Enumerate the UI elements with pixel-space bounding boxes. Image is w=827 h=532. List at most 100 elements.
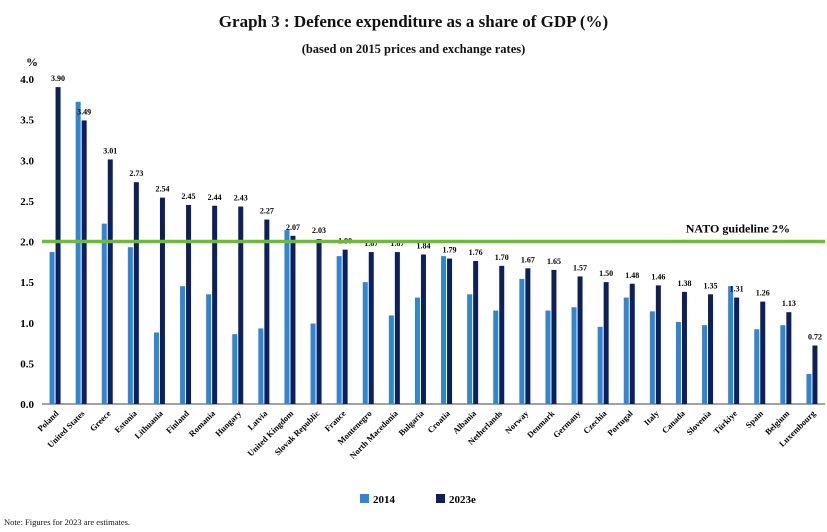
- bar-2023e: [525, 268, 531, 404]
- bar-2014: [675, 321, 681, 404]
- legend-label-2023e: 2023e: [449, 494, 476, 506]
- bar-2014: [806, 373, 812, 404]
- bar-2014: [702, 325, 708, 404]
- bar-2023e: [473, 261, 479, 404]
- x-category-label: Romania: [187, 408, 218, 439]
- bar-2014: [232, 334, 238, 404]
- data-label-2023e: 1.46: [651, 272, 665, 281]
- bar-2023e: [133, 182, 139, 404]
- bar-2014: [728, 286, 734, 404]
- bar-2014: [284, 230, 290, 404]
- x-category-label: Croatia: [425, 408, 452, 435]
- y-tick-label: 1.0: [20, 318, 34, 330]
- bar-2014: [336, 256, 342, 404]
- data-label-2023e: 1.76: [469, 248, 483, 257]
- bar-2023e: [577, 276, 583, 404]
- data-label-2023e: 3.90: [51, 74, 65, 83]
- x-category-label: Italy: [642, 408, 662, 428]
- bar-2023e: [499, 265, 505, 404]
- x-category-label: North Macedonia: [347, 408, 400, 461]
- data-label-2023e: 2.07: [286, 223, 300, 232]
- data-label-2023e: 1.48: [625, 271, 639, 280]
- x-category-label: Slovenia: [684, 408, 713, 437]
- data-label-2023e: 1.26: [756, 289, 770, 298]
- bar-2023e: [159, 197, 165, 404]
- bar-2014: [493, 310, 499, 404]
- bar-2023e: [760, 301, 766, 404]
- bar-2023e: [264, 219, 270, 404]
- y-tick-label: 0.0: [20, 399, 34, 411]
- data-label-2023e: 0.72: [808, 333, 822, 342]
- x-category-label: Spain: [743, 408, 765, 430]
- bar-2023e: [81, 120, 87, 404]
- x-category-label: Bulgaria: [396, 408, 426, 438]
- bar-2014: [258, 328, 264, 404]
- bar-2014: [519, 278, 525, 404]
- bar-2014: [467, 294, 473, 404]
- y-axis-unit-label: %: [26, 55, 38, 69]
- bar-2014: [649, 311, 655, 404]
- bar-2023e: [212, 205, 218, 404]
- bar-2023e: [708, 294, 714, 404]
- bar-2023e: [238, 206, 244, 404]
- x-category-label: Germany: [551, 408, 583, 440]
- y-tick-label: 3.0: [20, 155, 34, 167]
- bar-2023e: [812, 345, 818, 404]
- chart-title: Graph 3 : Defence expenditure as a share…: [218, 12, 609, 31]
- bar-2023e: [655, 285, 661, 404]
- bar-2023e: [290, 235, 296, 404]
- x-category-label: Canada: [660, 408, 688, 436]
- data-label-2023e: 2.54: [155, 185, 169, 194]
- bar-2023e: [603, 282, 609, 404]
- bar-2014: [101, 223, 107, 404]
- y-tick-label: 1.5: [20, 277, 34, 289]
- bar-2014: [75, 101, 81, 404]
- data-label-2023e: 1.79: [443, 246, 457, 255]
- bar-2014: [127, 247, 133, 404]
- bar-2014: [441, 256, 447, 404]
- bar-2023e: [786, 312, 792, 404]
- bar-2014: [153, 332, 159, 404]
- bar-2023e: [551, 269, 557, 404]
- bar-2014: [362, 282, 368, 404]
- data-label-2023e: 1.31: [730, 285, 744, 294]
- bar-2014: [623, 297, 629, 404]
- bar-2023e: [107, 159, 113, 404]
- x-category-label: Portugal: [605, 408, 635, 438]
- data-label-2023e: 1.87: [364, 239, 378, 248]
- legend-swatch-2014: [360, 494, 369, 503]
- x-category-label: United Kingdom: [245, 408, 295, 458]
- legend-swatch-2023e: [436, 494, 445, 503]
- x-category-label: Hungary: [213, 408, 244, 439]
- bar-2023e: [629, 283, 635, 404]
- y-tick-label: 3.5: [20, 115, 34, 127]
- data-label-2023e: 1.13: [782, 299, 796, 308]
- x-category-label: Greece: [88, 408, 113, 433]
- bar-2023e: [420, 254, 426, 404]
- data-label-2023e: 2.44: [208, 193, 222, 202]
- y-tick-label: 0.5: [20, 358, 34, 370]
- bar-2014: [780, 325, 786, 404]
- bar-2014: [180, 286, 186, 404]
- bar-2023e: [342, 249, 348, 404]
- bar-2014: [571, 307, 577, 404]
- bar-2014: [597, 326, 603, 404]
- data-label-2023e: 2.27: [260, 207, 274, 216]
- bar-2023e: [55, 87, 61, 404]
- nato-guideline-label: NATO guideline 2%: [686, 222, 790, 236]
- bar-2023e: [681, 291, 687, 404]
- x-category-label: Latvia: [245, 408, 269, 432]
- x-category-label: Lithuania: [132, 408, 165, 441]
- bar-2014: [310, 323, 316, 404]
- chart-subtitle: (based on 2015 prices and exchange rates…: [301, 42, 526, 56]
- x-category-label: Denmark: [525, 408, 557, 440]
- legend-label-2014: 2014: [373, 494, 396, 506]
- bar-2014: [754, 329, 760, 404]
- bar-2023e: [316, 239, 322, 404]
- data-label-2023e: 1.65: [547, 257, 561, 266]
- x-category-label: Türkiye: [711, 408, 739, 436]
- bar-2014: [206, 294, 212, 404]
- data-label-2023e: 1.87: [390, 239, 404, 248]
- y-tick-label: 4.0: [20, 74, 34, 86]
- data-label-2023e: 1.67: [521, 255, 535, 264]
